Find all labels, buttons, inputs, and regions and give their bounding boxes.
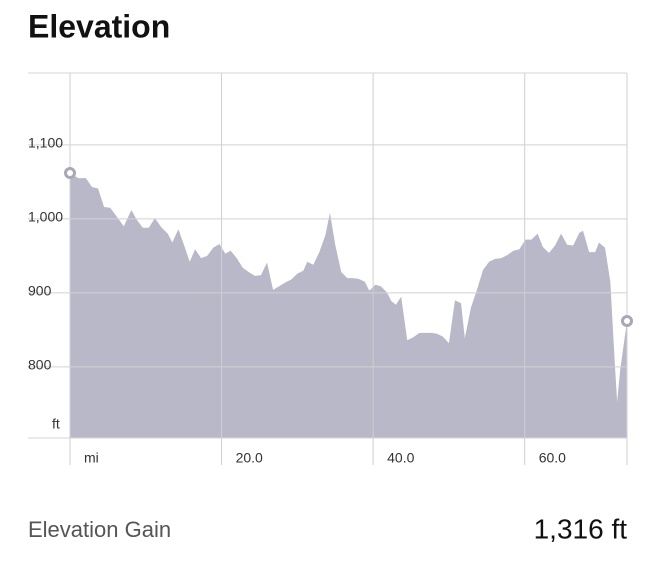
y-tick-label: 1,100 [28, 135, 63, 151]
y-axis-unit: ft [52, 416, 60, 432]
x-axis-unit: mi [84, 450, 99, 466]
summary-label: Elevation Gain [28, 517, 171, 542]
y-tick-label: 900 [28, 283, 52, 299]
y-tick-label: 1,000 [28, 209, 63, 225]
x-tick-label: 60.0 [539, 450, 566, 466]
summary-value: 1,316 ft [534, 513, 628, 544]
y-tick-label: 800 [28, 357, 52, 373]
x-tick-label: 20.0 [236, 450, 263, 466]
endpoint-marker [64, 166, 76, 179]
x-tick-label: 40.0 [387, 450, 414, 466]
endpoint-marker [621, 315, 633, 328]
elevation-area [70, 172, 627, 439]
chart-title: Elevation [28, 8, 170, 44]
plot: 800 900 1,000 1,100 20.0 40.0 60.0 mi ft [28, 72, 633, 466]
